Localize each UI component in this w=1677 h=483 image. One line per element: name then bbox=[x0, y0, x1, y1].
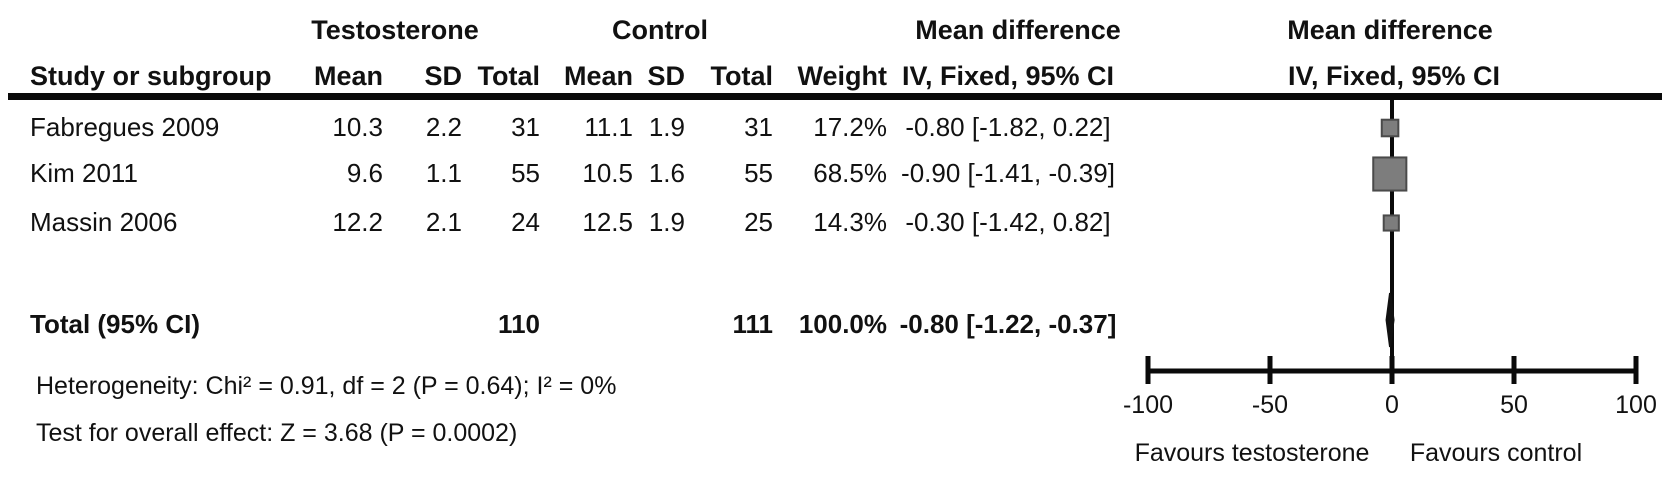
total-label: Total (95% CI) bbox=[30, 309, 200, 339]
c-total-value: 31 bbox=[744, 112, 773, 142]
column-header-ci-right: IV, Fixed, 95% CI bbox=[1287, 61, 1501, 91]
t-sd-value: 1.1 bbox=[425, 158, 462, 188]
ci-value: -0.80 [-1.82, 0.22] bbox=[905, 112, 1111, 142]
header-rule bbox=[8, 93, 1662, 100]
weight-value: 14.3% bbox=[813, 207, 887, 237]
total-weight: 100.0% bbox=[798, 309, 887, 339]
axis-tick-label: -50 bbox=[1251, 391, 1289, 419]
study-name: Fabregues 2009 bbox=[30, 112, 220, 142]
t-sd-value: 2.2 bbox=[425, 112, 462, 142]
group-header-mean-difference-left: Mean difference bbox=[915, 15, 1121, 45]
c-total-value: 25 bbox=[744, 207, 773, 237]
t-mean-value: 10.3 bbox=[332, 112, 383, 142]
effect-square bbox=[1380, 118, 1400, 138]
axis-tick-label: 50 bbox=[1500, 391, 1528, 419]
c-mean-value: 12.5 bbox=[582, 207, 633, 237]
column-header-c-sd: SD bbox=[647, 61, 685, 91]
study-name: Kim 2011 bbox=[30, 158, 138, 188]
study-name: Massin 2006 bbox=[30, 207, 178, 237]
c-sd-value: 1.9 bbox=[648, 112, 685, 142]
weight-value: 17.2% bbox=[813, 112, 887, 142]
effect-square bbox=[1372, 156, 1408, 192]
total-ci: -0.80 [-1.22, -0.37] bbox=[899, 309, 1117, 339]
t-mean-value: 12.2 bbox=[332, 207, 383, 237]
overall-effect-note: Test for overall effect: Z = 3.68 (P = 0… bbox=[36, 419, 518, 447]
group-header-testosterone: Testosterone bbox=[311, 15, 479, 45]
column-header-ci-left: IV, Fixed, 95% CI bbox=[901, 61, 1115, 91]
heterogeneity-note: Heterogeneity: Chi² = 0.91, df = 2 (P = … bbox=[36, 372, 617, 400]
axis-tick-label: 0 bbox=[1385, 391, 1399, 419]
column-header-c-total: Total bbox=[710, 61, 774, 91]
ci-value: -0.90 [-1.41, -0.39] bbox=[901, 158, 1115, 188]
total-c-total: 111 bbox=[732, 309, 773, 339]
column-header-t-mean: Mean bbox=[313, 61, 383, 91]
column-header-t-total: Total bbox=[477, 61, 541, 91]
favours-right-label: Favours control bbox=[1409, 439, 1583, 467]
total-diamond bbox=[1385, 292, 1395, 348]
t-total-value: 55 bbox=[511, 158, 540, 188]
t-total-value: 31 bbox=[511, 112, 540, 142]
c-total-value: 55 bbox=[744, 158, 773, 188]
favours-left-label: Favours testosterone bbox=[1134, 439, 1370, 467]
c-mean-value: 11.1 bbox=[584, 112, 633, 142]
c-sd-value: 1.6 bbox=[648, 158, 685, 188]
c-sd-value: 1.9 bbox=[648, 207, 685, 237]
t-mean-value: 9.6 bbox=[346, 158, 383, 188]
t-sd-value: 2.1 bbox=[425, 207, 462, 237]
weight-value: 68.5% bbox=[813, 158, 887, 188]
group-header-control: Control bbox=[612, 15, 708, 45]
axis-tick-label: 100 bbox=[1615, 391, 1657, 419]
c-mean-value: 10.5 bbox=[582, 158, 633, 188]
effect-square bbox=[1382, 214, 1400, 232]
group-header-mean-difference-right: Mean difference bbox=[1287, 15, 1493, 45]
column-header-t-sd: SD bbox=[424, 61, 462, 91]
column-header-c-mean: Mean bbox=[563, 61, 633, 91]
total-t-total: 110 bbox=[498, 309, 540, 339]
column-header-weight: Weight bbox=[797, 61, 888, 91]
column-header-study: Study or subgroup bbox=[30, 61, 272, 91]
t-total-value: 24 bbox=[511, 207, 540, 237]
axis-tick-label: -100 bbox=[1122, 391, 1174, 419]
ci-value: -0.30 [-1.42, 0.82] bbox=[905, 207, 1111, 237]
